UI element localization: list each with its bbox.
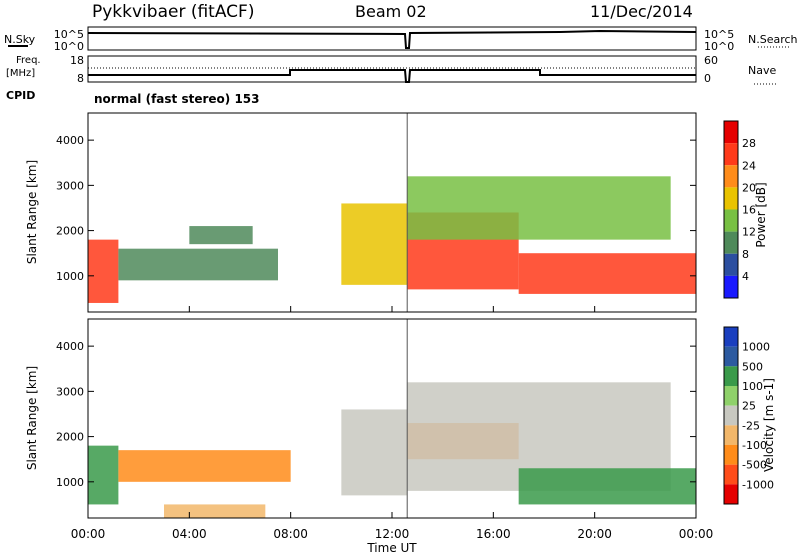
power-colorbar-tick-3: 16 — [742, 204, 756, 217]
power-colorbar: 4 8 12 16 20 24 28 — [723, 120, 756, 299]
freq-trace — [88, 69, 696, 83]
power-colorbar-swatch-0 — [724, 121, 738, 144]
power-region-1 — [118, 248, 279, 281]
power-ylabel: Slant Range [km] — [25, 160, 39, 264]
velocity-colorbar-tick-1: 500 — [742, 360, 763, 373]
velocity-colorbar-tick-3: 25 — [742, 400, 756, 413]
velocity-colorbar-swatch-4 — [724, 405, 738, 426]
power-colorbar-swatch-2 — [724, 165, 738, 188]
velocity-y-ticks: 1000 2000 3000 4000 — [56, 340, 696, 489]
power-ytick-label-2: 3000 — [56, 179, 84, 192]
freq-left-tick-top: 18 — [70, 54, 84, 67]
velocity-colorbar-tick-5: -100 — [742, 439, 767, 452]
velocity-colorbar-frame — [723, 326, 739, 505]
time-tick-label-4: 16:00 — [476, 527, 511, 541]
power-colorbar-swatch-6 — [724, 253, 738, 276]
power-data-layer — [88, 113, 696, 312]
velocity-region-2 — [164, 504, 266, 518]
noise-search-label: N.Search — [748, 33, 798, 46]
power-colorbar-swatch-5 — [724, 231, 738, 254]
power-region-0 — [88, 239, 119, 303]
power-colorbar-tick-4: 20 — [742, 181, 756, 194]
noise-panel-frame — [87, 26, 697, 51]
power-ytick-label-3: 4000 — [56, 134, 84, 147]
time-tick-label-1: 04:00 — [172, 527, 207, 541]
time-axis-label: Time UT — [366, 541, 417, 554]
noise-sky-label: N.Sky — [4, 33, 36, 46]
velocity-data-layer — [88, 319, 696, 518]
power-colorbar-tick-1: 8 — [742, 248, 749, 261]
velocity-colorbar-swatch-2 — [724, 366, 738, 386]
noise-left-tick-bottom: 10^0 — [54, 40, 84, 53]
velocity-ylabel: Slant Range [km] — [25, 366, 39, 470]
power-region-5 — [407, 176, 671, 240]
noise-right-tick-bottom: 10^0 — [704, 40, 734, 53]
power-colorbar-tick-2: 12 — [742, 226, 756, 239]
time-tick-label-0: 00:00 — [71, 527, 106, 541]
velocity-region-3 — [341, 409, 408, 496]
velocity-colorbar-swatch-6 — [724, 445, 738, 465]
date-title: 11/Dec/2014 — [590, 2, 693, 21]
nave-right-tick-top: 60 — [704, 54, 718, 67]
velocity-colorbar-tick-6: -500 — [742, 459, 767, 472]
freq-unit-label: [MHz] — [6, 68, 35, 79]
power-colorbar-tick-5: 24 — [742, 159, 756, 172]
beam-title: Beam 02 — [355, 2, 427, 21]
velocity-colorbar-tick-7: -1000 — [742, 478, 774, 491]
time-tick-label-2: 08:00 — [273, 527, 308, 541]
time-axis: 00:00 04:00 08:00 12:00 16:00 20:00 00:00 — [71, 306, 714, 541]
velocity-region-1 — [118, 450, 291, 482]
freq-panel-frame — [87, 55, 697, 83]
power-colorbar-label: Power [dB] — [754, 182, 768, 247]
velocity-colorbar-swatch-0 — [724, 327, 738, 347]
power-y-ticks: 1000 2000 3000 4000 — [56, 134, 696, 283]
power-region-2 — [189, 226, 253, 245]
cpid-text: normal (fast stereo) 153 — [94, 92, 260, 106]
freq-panel: Freq. [MHz] CPID 18 8 60 0 Nave normal (… — [6, 54, 776, 106]
power-region-6 — [518, 253, 696, 294]
freq-left-tick-bottom: 8 — [77, 72, 84, 85]
nave-label: Nave — [748, 64, 776, 77]
velocity-region-6 — [518, 468, 696, 505]
nave-right-tick-bottom: 0 — [704, 72, 711, 85]
noise-sky-trace — [87, 29, 697, 49]
velocity-colorbar-swatch-3 — [724, 386, 738, 406]
power-colorbar-swatch-7 — [724, 275, 738, 298]
velocity-ytick-label-3: 4000 — [56, 340, 84, 353]
velocity-region-0 — [88, 445, 119, 505]
velocity-colorbar-label: Velocity [m s-1] — [762, 378, 776, 472]
power-ytick-label-0: 1000 — [56, 270, 84, 283]
velocity-panel: Slant Range [km] 1000 2000 3000 4000 1000 50… — [25, 318, 776, 519]
time-tick-label-3: 12:00 — [375, 527, 410, 541]
noise-left-tick-top: 10^5 — [54, 28, 84, 41]
velocity-colorbar-swatch-1 — [724, 346, 738, 367]
power-colorbar-swatch-4 — [724, 209, 738, 232]
velocity-colorbar-tick-0: 1000 — [742, 341, 770, 354]
noise-panel: N.Sky 10^5 10^0 10^5 10^0 N.Search — [4, 26, 798, 53]
velocity-colorbar-swatch-7 — [724, 464, 738, 485]
velocity-colorbar-swatch-8 — [724, 484, 738, 504]
power-colorbar-tick-6: 28 — [742, 137, 756, 150]
power-panel: Slant Range [km] 1000 2000 3000 4000 4 8 12 16… — [25, 112, 768, 313]
cpid-label: CPID — [6, 89, 35, 102]
power-colorbar-tick-0: 4 — [742, 270, 749, 283]
time-tick-label-6: 00:00 — [679, 527, 714, 541]
velocity-colorbar: 1000 500 100 25 -25 -100 -500 -1000 — [723, 326, 774, 505]
power-colorbar-swatch-3 — [724, 187, 738, 210]
velocity-ytick-label-2: 3000 — [56, 385, 84, 398]
power-colorbar-swatch-1 — [724, 143, 738, 166]
noise-right-tick-top: 10^5 — [704, 28, 734, 41]
power-colorbar-frame — [723, 120, 739, 299]
time-tick-label-5: 20:00 — [577, 527, 612, 541]
power-ytick-label-1: 2000 — [56, 225, 84, 238]
power-region-3 — [341, 203, 408, 285]
velocity-ytick-label-1: 2000 — [56, 431, 84, 444]
freq-label: Freq. — [16, 55, 41, 66]
velocity-colorbar-swatch-5 — [724, 425, 738, 445]
station-title: Pykkvibaer (fitACF) — [92, 2, 254, 22]
velocity-colorbar-tick-2: 100 — [742, 380, 763, 393]
velocity-ytick-label-0: 1000 — [56, 476, 84, 489]
velocity-colorbar-tick-4: -25 — [742, 419, 760, 432]
